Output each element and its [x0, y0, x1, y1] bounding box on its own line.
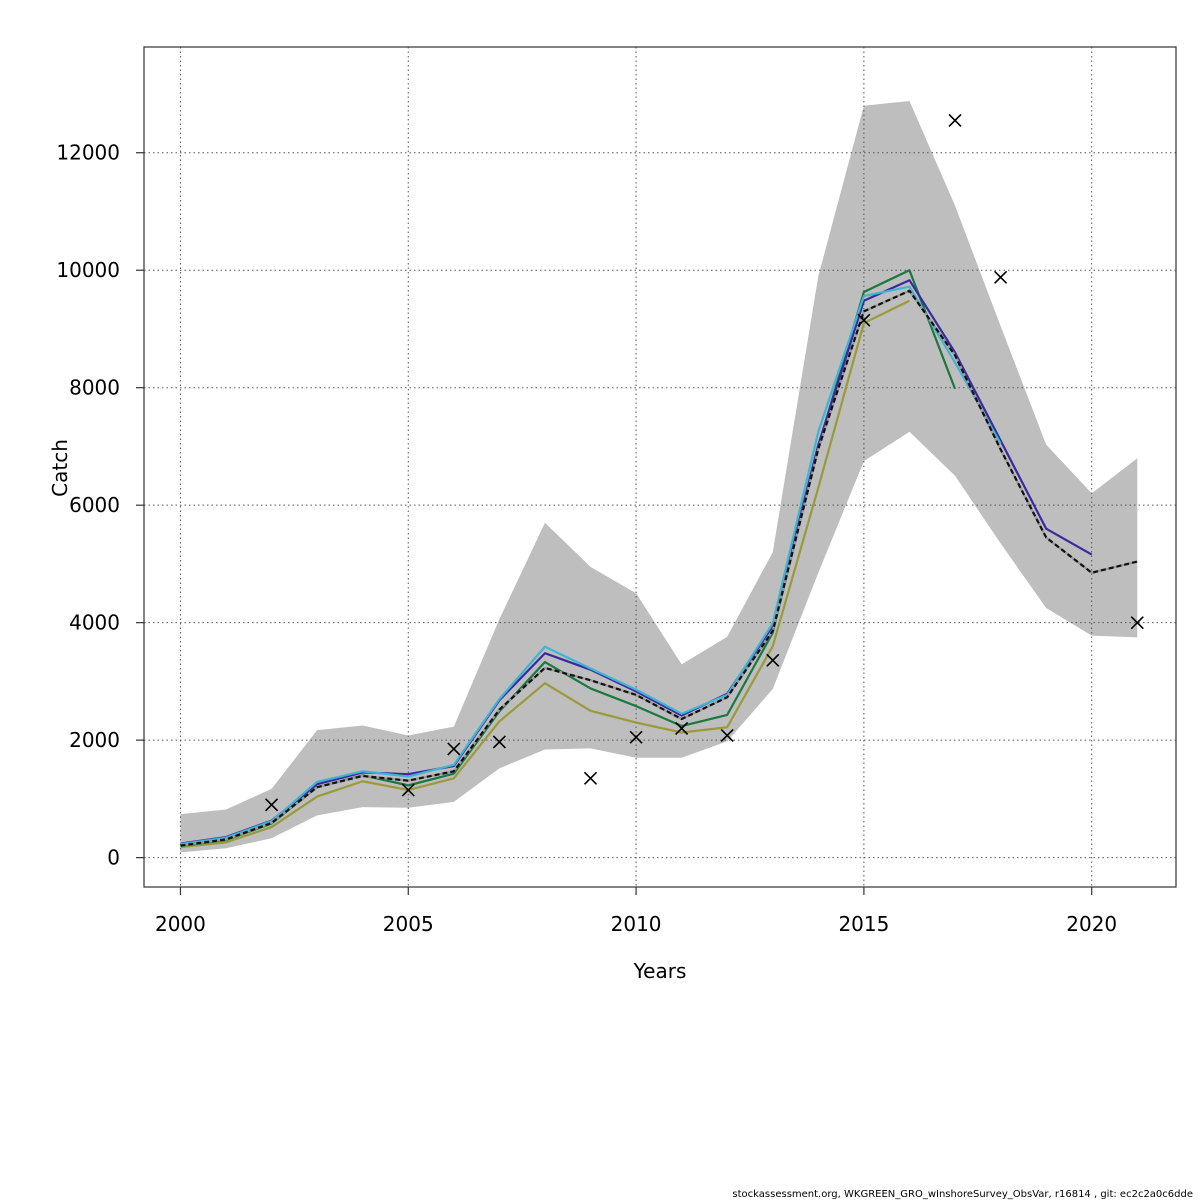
series-line-4-underlay	[180, 289, 1138, 847]
y-tick-label: 2000	[69, 728, 120, 752]
x-tick-label: 2010	[611, 912, 662, 936]
observation-marker	[720, 728, 734, 743]
observation-marker	[492, 735, 506, 749]
grid-layer	[144, 47, 1176, 887]
x-tick-label: 2000	[155, 912, 206, 936]
observation-marker	[447, 742, 461, 756]
y-tick-label: 8000	[69, 376, 120, 400]
x-axis-title: Years	[633, 959, 687, 983]
x-axis: 2000 2005 2010 2015 2020	[155, 887, 1117, 936]
series-line-2	[180, 279, 1093, 845]
y-axis: 0 2000 4000 6000 8000 10000 12000	[56, 141, 144, 870]
y-axis-title: Catch	[48, 439, 72, 497]
y-tick-label: 6000	[69, 493, 120, 517]
observation-marker	[766, 653, 780, 667]
observation-marker	[629, 730, 643, 744]
y-tick-label: 12000	[56, 141, 120, 165]
series-line-0	[180, 299, 910, 849]
y-tick-label: 0	[107, 846, 120, 870]
y-tick-label: 10000	[56, 258, 120, 282]
observation-marker	[994, 270, 1008, 284]
observation-marker	[675, 721, 689, 735]
observation-marker	[948, 113, 962, 127]
observation-marker	[401, 783, 415, 797]
series-line-3	[180, 285, 1002, 846]
observation-marker	[265, 798, 279, 812]
confidence-band-layer	[180, 101, 1138, 853]
series-layer	[180, 269, 1138, 849]
observation-layer	[265, 113, 1144, 812]
observation-marker	[1130, 616, 1144, 630]
y-tick-label: 4000	[69, 611, 120, 635]
confidence-band	[180, 101, 1138, 853]
x-tick-label: 2020	[1066, 912, 1117, 936]
observation-marker	[857, 313, 871, 327]
x-tick-label: 2005	[383, 912, 434, 936]
x-tick-label: 2015	[838, 912, 889, 936]
plot-frame	[143, 46, 1177, 888]
footer-credit: stockassessment.org, WKGREEN_GRO_wInshor…	[732, 1189, 1193, 1200]
observation-marker	[583, 771, 598, 785]
